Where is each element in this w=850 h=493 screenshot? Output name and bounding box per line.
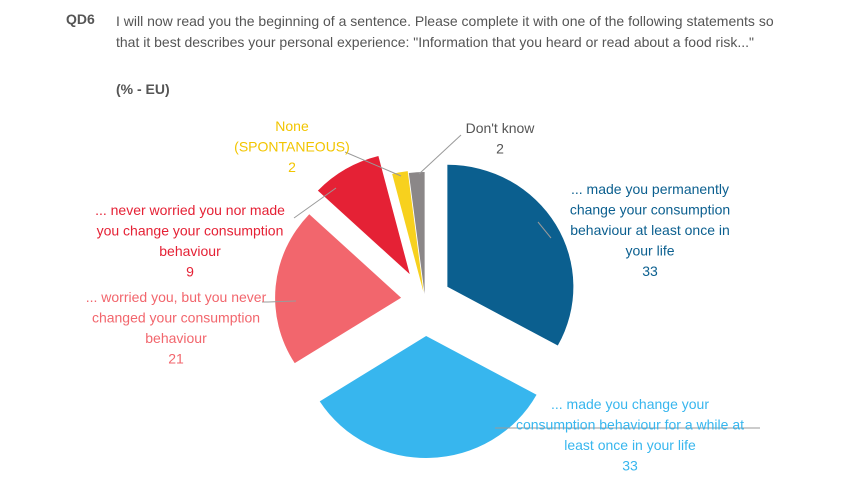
slice-label-1: ... made you change your consumption beha… [516,396,744,474]
slice-label-4: None (SPONTANEOUS) 2 [234,118,350,175]
leader-line-2 [262,300,297,303]
question-code: QD6 [66,11,95,27]
slice-value: 2 [496,141,504,157]
slice-label-line: ... never worried you nor made [95,202,285,218]
slice-label-line: behaviour [145,330,207,346]
slice-label-line: behaviour at least once in [570,222,730,238]
slice-label-line: Don't know [466,120,536,136]
slice-label-5: Don't know 2 [466,120,536,157]
pie-slice-4 [392,171,424,293]
slice-value: 2 [288,159,296,175]
pie-slice-1 [319,335,537,458]
slice-label-line: ... made you permanently [571,181,729,197]
slice-label-line: changed your consumption [92,310,260,326]
pie-slice-2 [275,214,402,364]
slice-label-line: consumption behaviour for a while at [516,417,744,433]
slice-label-0: ... made you permanently change your cons… [570,181,730,279]
slice-label-line: ... worried you, but you never [86,289,267,305]
pie-slice-5 [408,172,425,295]
slice-label-line: change your consumption [570,202,730,218]
pie-slice-3 [317,156,410,275]
unit-label: (% - EU) [116,81,170,97]
slice-label-line: your life [625,243,674,259]
slice-label-line: least once in your life [564,437,696,453]
slice-label-line: behaviour [159,243,221,259]
leader-line-3 [293,187,337,219]
leader-line-4 [344,151,402,177]
slice-label-3: ... never worried you nor made you change… [95,202,285,280]
leader-line-0 [537,221,552,239]
slice-label-line: None [275,118,309,134]
slice-value: 9 [186,264,194,280]
slice-value: 21 [168,351,184,367]
slice-label-line: you change your consumption [97,223,284,239]
slice-label-line: (SPONTANEOUS) [234,139,350,155]
question-text: I will now read you the beginning of a s… [116,13,774,50]
pie-slice-0 [447,164,574,346]
slice-value: 33 [622,458,638,474]
slice-label-2: ... worried you, but you never changed yo… [86,289,267,367]
slice-value: 33 [642,263,658,279]
leader-line-5 [418,134,462,175]
slice-label-line: ... made you change your [551,396,709,412]
